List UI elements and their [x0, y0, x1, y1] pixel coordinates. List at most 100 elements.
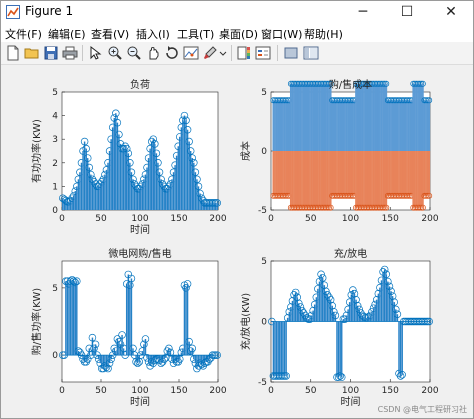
data-point: [157, 175, 165, 184]
new-icon[interactable]: [5, 45, 21, 61]
bar: [304, 151, 307, 208]
data-point: [362, 80, 369, 87]
x-tick-label: 0: [59, 386, 65, 396]
data-point: [383, 204, 390, 211]
bar: [382, 83, 384, 151]
bar: [371, 83, 373, 151]
bar: [342, 151, 345, 196]
bar: [423, 151, 426, 196]
bar: [399, 151, 402, 196]
bar: [348, 100, 351, 151]
menu-view[interactable]: 查看(V): [91, 28, 130, 41]
axes-2: [270, 80, 433, 211]
hide-plot-tools-icon[interactable]: [283, 45, 299, 61]
bar: [282, 100, 284, 151]
data-point: [380, 265, 389, 274]
bar: [383, 151, 386, 208]
data-point: [419, 80, 426, 87]
brush-icon[interactable]: [202, 45, 218, 61]
bar: [356, 151, 359, 208]
axes-3: [59, 260, 221, 383]
menu-edit[interactable]: 编辑(E): [48, 28, 86, 41]
bar: [361, 83, 364, 151]
bar: [283, 100, 286, 151]
bar: [296, 151, 299, 208]
bar: [323, 83, 326, 151]
y-tick-label: 5: [52, 284, 58, 294]
axes-1: [59, 91, 221, 211]
bar: [409, 100, 412, 151]
data-point: [426, 97, 433, 104]
bar: [302, 83, 305, 151]
maximize-button[interactable]: ☐: [400, 4, 414, 20]
x-tick-label: 100: [131, 214, 148, 224]
bar: [380, 83, 383, 151]
bar: [383, 83, 386, 151]
data-cursor-icon[interactable]: [183, 45, 199, 61]
bar: [404, 100, 407, 151]
menu-tools[interactable]: 工具(T): [177, 28, 215, 41]
zoom-in-icon[interactable]: [107, 45, 123, 61]
x-tick-label: 150: [382, 386, 399, 396]
chevron-down-icon[interactable]: [219, 45, 227, 61]
minimize-button[interactable]: ─: [358, 4, 368, 20]
bar: [348, 151, 351, 196]
data-point: [376, 80, 383, 87]
show-plot-tools-icon[interactable]: [303, 45, 319, 61]
save-icon[interactable]: [43, 45, 59, 61]
bar: [320, 83, 322, 151]
menu-file[interactable]: 文件(F): [5, 28, 42, 41]
data-point: [127, 274, 136, 283]
data-point: [291, 80, 298, 87]
data-point: [398, 370, 406, 379]
data-point: [365, 80, 372, 87]
pan-icon[interactable]: [145, 45, 161, 61]
menu-window[interactable]: 窗口(W): [261, 28, 303, 41]
y-tick-label: 5: [52, 88, 58, 98]
bar: [415, 151, 418, 208]
bar: [402, 151, 405, 196]
menu-desktop[interactable]: 桌面(D): [219, 28, 259, 41]
pointer-icon[interactable]: [87, 45, 103, 61]
bar: [336, 100, 338, 151]
data-point: [356, 80, 363, 87]
data-point: [280, 372, 289, 380]
data-point: [180, 111, 189, 120]
bar: [417, 83, 419, 151]
bar: [331, 100, 334, 151]
bar: [310, 151, 313, 208]
colorbar-icon[interactable]: [236, 45, 252, 61]
x-tick-label: 200: [209, 386, 226, 396]
bar: [353, 100, 356, 151]
bar: [282, 151, 284, 196]
bar: [307, 151, 310, 208]
data-point: [311, 80, 318, 87]
data-point: [378, 80, 385, 87]
data-point: [359, 80, 366, 87]
data-point: [318, 80, 325, 87]
bar: [413, 151, 416, 208]
data-point: [383, 80, 390, 87]
data-point: [190, 159, 198, 167]
title-bar[interactable]: Figure 1 ─ ☐ ✕: [1, 1, 473, 23]
bar: [404, 151, 407, 196]
data-point: [90, 344, 98, 353]
data-point: [87, 170, 95, 179]
bar: [410, 151, 413, 196]
zoom-out-icon[interactable]: [126, 45, 142, 61]
print-icon[interactable]: [62, 45, 78, 61]
data-point: [124, 149, 133, 158]
bar: [428, 151, 431, 196]
data-point: [326, 80, 332, 87]
data-point: [396, 372, 405, 380]
data-point: [140, 340, 148, 349]
bar: [390, 151, 392, 196]
bar: [332, 100, 335, 151]
open-icon[interactable]: [24, 45, 40, 61]
menu-help[interactable]: 帮助(H): [304, 28, 343, 41]
bar: [426, 100, 429, 151]
close-button[interactable]: ✕: [445, 4, 457, 20]
rotate-icon[interactable]: [164, 45, 180, 61]
legend-icon[interactable]: [255, 45, 271, 61]
menu-insert[interactable]: 插入(I): [136, 28, 170, 41]
